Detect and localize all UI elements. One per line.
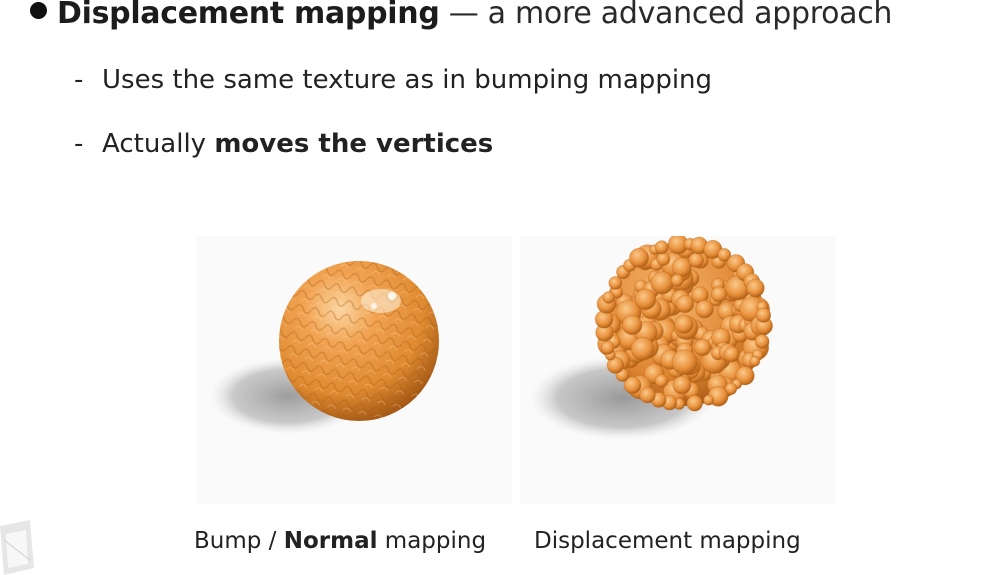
sub-bullet-prefix: Actually — [102, 129, 215, 159]
caption-displacement: Displacement mapping — [534, 525, 801, 557]
sub-bullet-bold: moves the vertices — [214, 129, 494, 159]
displacement-bump — [670, 273, 684, 288]
main-bullet: Displacement mapping — a more advanced a… — [30, 0, 892, 36]
displacement-bump — [630, 336, 655, 361]
sub-bullet-texture: - Uses the same texture as in bumping map… — [74, 62, 712, 98]
displacement-rim-bump — [600, 340, 615, 355]
displacement-rim-bump — [654, 240, 669, 255]
displacement-bump — [656, 251, 671, 266]
displacement-bump — [688, 252, 705, 269]
displacement-bump — [621, 314, 643, 336]
displacement-bump — [654, 374, 669, 388]
displacement-rim-bump — [754, 334, 770, 349]
displacement-bump — [693, 338, 712, 357]
displacement-rim-bump — [703, 394, 715, 406]
bump-mapping-image — [196, 236, 512, 504]
displacement-rim-bump — [608, 276, 623, 290]
displacement-bump — [671, 349, 698, 376]
corner-logo-icon — [0, 520, 34, 575]
displacement-rim-bump — [735, 365, 755, 386]
displacement-bump — [671, 257, 692, 278]
displacement-rim-bump — [639, 386, 656, 404]
displacement-bump — [675, 294, 695, 314]
sub-bullet-vertices: - Actually moves the vertices — [74, 126, 493, 162]
displacement-bump — [710, 286, 728, 303]
displacement-rim-bump — [629, 247, 650, 268]
caption-bump-prefix: Bump / — [194, 528, 284, 554]
caption-displacement-text: Displacement mapping — [534, 528, 801, 554]
displacement-rim-bump — [606, 356, 625, 374]
displacement-bump — [672, 375, 692, 395]
displacement-mapping-image — [520, 233, 836, 504]
displacement-bump — [650, 271, 674, 295]
caption-bump-suffix: mapping — [377, 528, 487, 554]
bullet-dot-icon — [30, 2, 47, 19]
displacement-rim-bump — [602, 291, 615, 304]
displacement-rim-bump — [724, 382, 738, 396]
displacement-rim-bump — [717, 247, 732, 262]
displacement-bump — [723, 346, 740, 363]
bump-sphere-render — [210, 261, 439, 434]
displacement-bump — [674, 314, 694, 335]
sub-bullet-dash: - — [74, 65, 84, 95]
sub-bullet-text: Uses the same texture as in bumping mapp… — [102, 65, 713, 95]
sub-bullet-dash: - — [74, 129, 84, 159]
main-bullet-rest: — a more advanced approach — [439, 0, 893, 31]
main-bullet-bold: Displacement mapping — [57, 0, 440, 31]
displacement-bump — [695, 299, 714, 319]
displacement-sphere-render — [530, 233, 773, 440]
caption-bump-normal: Bump / Normal mapping — [194, 525, 486, 557]
displacement-rim-bump — [755, 307, 772, 323]
displacement-bump — [634, 288, 657, 311]
displacement-rim-bump — [623, 376, 642, 395]
displacement-bumps — [594, 233, 773, 412]
displacement-rim-bump — [749, 355, 761, 367]
displacement-rim-bump — [686, 395, 703, 412]
displacement-rim-bump — [746, 278, 765, 298]
caption-bump-bold: Normal — [283, 528, 378, 554]
